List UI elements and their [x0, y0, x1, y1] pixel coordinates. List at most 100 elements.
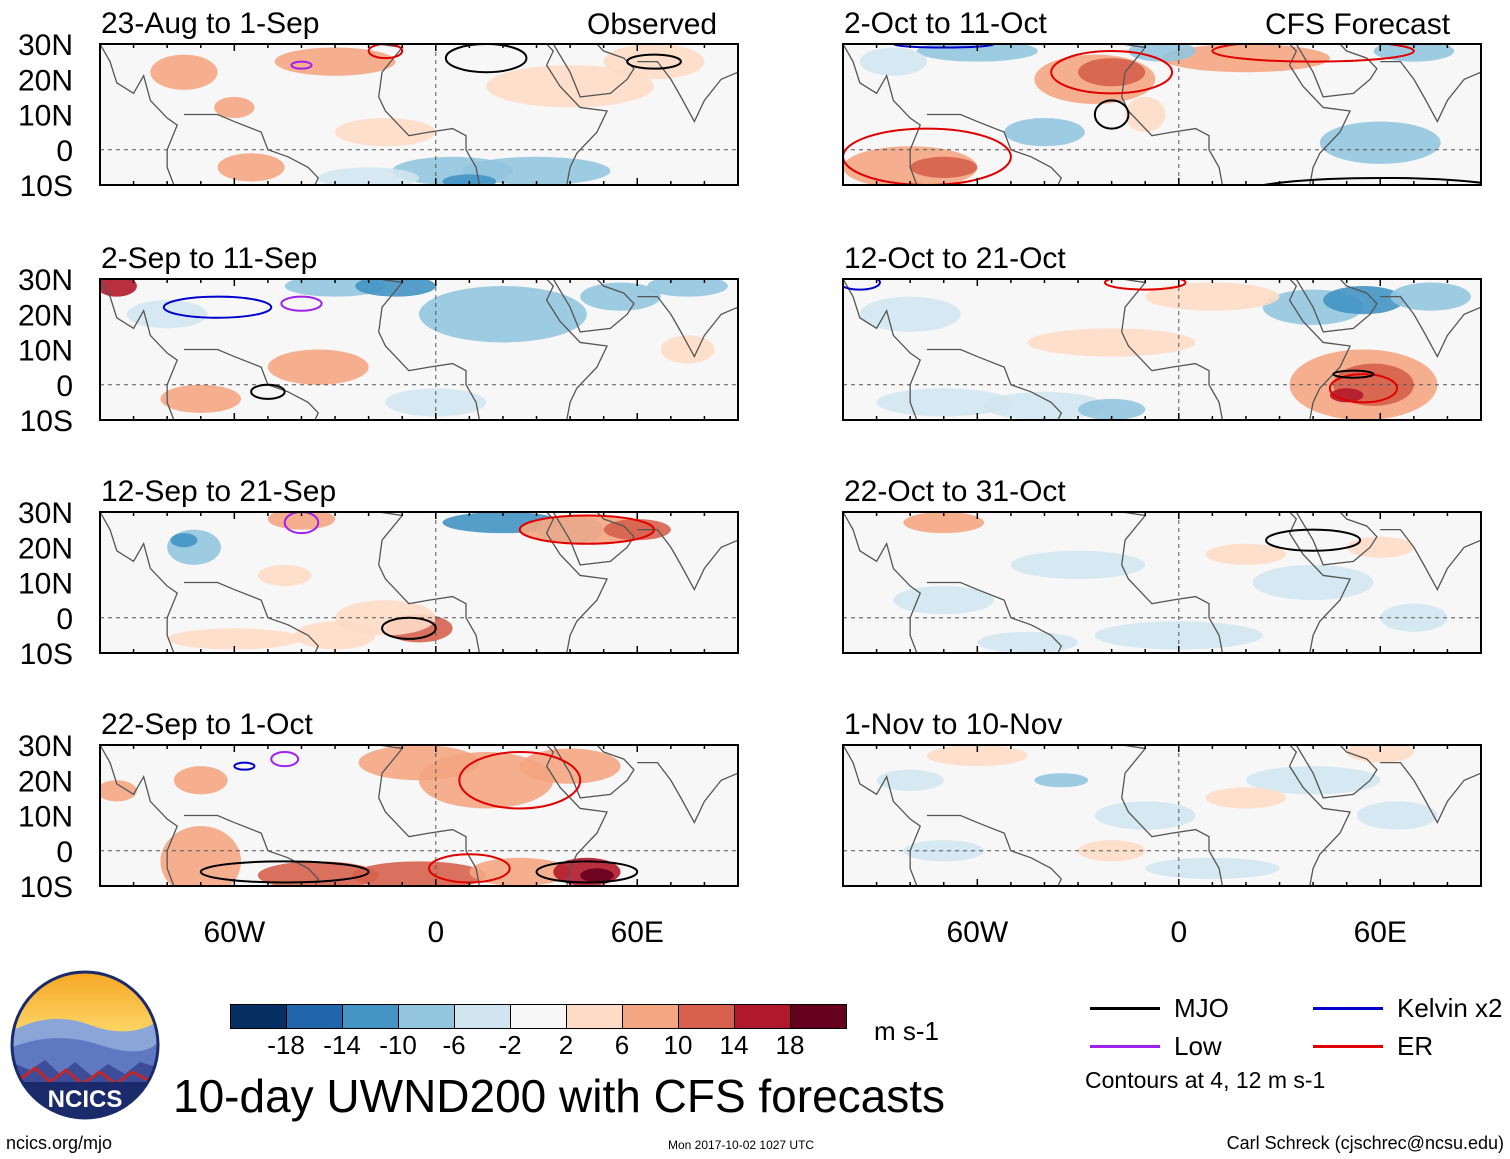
anomaly-region — [1145, 282, 1280, 311]
units-label: m s-1 — [874, 1016, 939, 1046]
anomaly-region — [926, 745, 1028, 767]
panel-frame — [842, 744, 1482, 887]
coastlines — [100, 44, 738, 185]
coastline — [1380, 761, 1481, 824]
coastline — [552, 745, 635, 799]
colorbar-tick-label: -10 — [379, 1030, 417, 1060]
anomaly-region — [214, 96, 255, 119]
colorbar-swatch — [511, 1005, 567, 1028]
map-panel: 12-Oct to 21-Oct — [842, 242, 1482, 421]
coastline — [100, 512, 179, 653]
x-tick-label: 60W — [946, 916, 1008, 949]
panel-title: 12-Sep to 21-Sep — [101, 475, 336, 508]
contour-line — [1050, 50, 1174, 95]
anomaly-region — [859, 296, 961, 332]
panel-title: 12-Oct to 21-Oct — [844, 242, 1066, 275]
coastlines — [100, 745, 738, 886]
panel-frame — [99, 511, 739, 654]
panel-title: 1-Nov to 10-Nov — [844, 708, 1062, 741]
figure-title: 10-day UWND200 with CFS forecasts — [173, 1070, 946, 1122]
anomaly-region — [519, 748, 621, 784]
coastline — [1295, 512, 1378, 566]
contour-line — [283, 512, 320, 535]
coastline — [415, 279, 609, 420]
colorbar-swatch — [567, 1005, 623, 1028]
panel-frame — [99, 744, 739, 887]
y-tick-label: 10S — [20, 170, 73, 203]
colorbar-tick-label: -18 — [267, 1030, 305, 1060]
anomaly-field — [100, 279, 728, 417]
coastline — [1158, 279, 1352, 420]
anomaly-region — [1323, 286, 1404, 315]
anomaly-region — [580, 282, 661, 311]
contour-line — [381, 616, 437, 640]
coastline — [843, 44, 922, 185]
y-tick-label: 0 — [56, 370, 73, 403]
colorbar-tick-label: 6 — [614, 1030, 630, 1060]
contour-line — [535, 860, 639, 884]
anomaly-field — [893, 512, 1448, 653]
forecast-header: CFS Forecast — [1265, 8, 1451, 41]
coastline — [1121, 745, 1224, 886]
legend-line-er — [1313, 1045, 1383, 1048]
legend-label-er: ER — [1397, 1031, 1434, 1061]
anomaly-region — [442, 174, 497, 185]
legend-item-kelvin: Kelvin x2 — [1313, 993, 1503, 1024]
colorbar-swatch — [623, 1005, 679, 1028]
anomaly-region — [419, 286, 587, 343]
coastline — [183, 113, 320, 185]
anomaly-region — [1205, 787, 1287, 809]
contour-line — [250, 383, 286, 400]
logo-text: NCICS — [48, 1086, 123, 1113]
anomaly-region — [1094, 801, 1196, 830]
coastline — [378, 745, 481, 886]
colorbar-tick-label: 2 — [558, 1030, 574, 1060]
y-tick-label: 30N — [18, 730, 73, 763]
map-panel: 1-Nov to 10-Nov 60W 0 60E — [842, 708, 1482, 949]
anomaly-region — [462, 156, 611, 185]
y-tick-label: 10S — [20, 405, 73, 438]
coastlines — [843, 512, 1481, 653]
anomaly-region — [1319, 121, 1441, 164]
anomaly-region — [160, 826, 242, 886]
legend-line-kelvin — [1313, 1007, 1383, 1010]
y-tick-label: 10N — [18, 100, 73, 133]
anomaly-region — [318, 167, 419, 185]
anomaly-region — [1010, 550, 1146, 579]
anomaly-region — [1252, 564, 1374, 601]
coastline — [183, 581, 320, 653]
colorbar-tick-label: 18 — [775, 1030, 805, 1060]
anomaly-region — [267, 349, 369, 385]
coastline — [1295, 279, 1378, 333]
observed-header: Observed — [587, 8, 718, 41]
legend-label-kelvin: Kelvin x2 — [1397, 993, 1503, 1023]
y-tick-label: 30N — [18, 497, 73, 530]
anomaly-region — [580, 868, 614, 883]
coastline — [637, 528, 738, 591]
anomaly-region — [910, 156, 978, 178]
anomaly-region — [100, 780, 137, 802]
anomaly-field — [843, 44, 1455, 185]
anomaly-region — [1034, 773, 1089, 788]
footer-link[interactable]: ncics.org/mjo — [6, 1133, 113, 1153]
coastline — [926, 581, 1063, 653]
y-tick-label: 30N — [18, 29, 73, 62]
anomaly-field — [150, 44, 705, 185]
coastline — [100, 745, 179, 886]
contour-line — [162, 295, 273, 319]
anomaly-region — [160, 384, 242, 413]
colorbar-labels: -18 -14 -10 -6 -2 2 6 10 14 18 — [0, 1030, 1000, 1060]
coastline — [926, 113, 1063, 185]
x-tick-label: 60E — [611, 916, 664, 949]
contour-line — [1093, 99, 1130, 130]
coastline — [378, 279, 481, 420]
y-tick-label: 10N — [18, 335, 73, 368]
contours — [1265, 528, 1362, 552]
anomaly-region — [1078, 840, 1146, 862]
panel-frame — [842, 511, 1482, 654]
contour-line — [1328, 373, 1399, 404]
colorbar-swatch — [399, 1005, 455, 1028]
